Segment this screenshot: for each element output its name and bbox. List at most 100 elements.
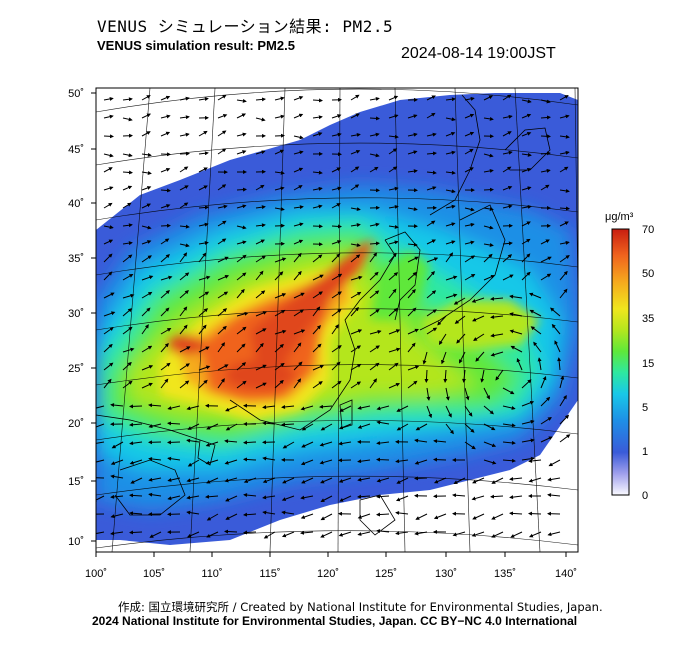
wind-arrow xyxy=(407,328,419,335)
graticule xyxy=(96,88,578,552)
wind-arrow xyxy=(559,166,569,173)
wind-arrow xyxy=(103,362,114,371)
wind-arrow xyxy=(548,459,561,467)
wind-arrow xyxy=(388,240,399,245)
wind-arrow xyxy=(480,369,485,383)
wind-arrow xyxy=(319,404,333,409)
wind-arrow xyxy=(198,275,211,281)
longitude-tick-label: 100˚ xyxy=(85,568,107,580)
map-frame xyxy=(95,87,579,553)
wind-arrow xyxy=(388,382,401,389)
wind-arrow xyxy=(357,494,371,499)
wind-arrow xyxy=(141,95,151,101)
wind-arrow xyxy=(338,531,352,537)
wind-arrow xyxy=(445,222,456,227)
longitude-tick-label: 135˚ xyxy=(494,568,516,580)
wind-arrow xyxy=(312,98,323,103)
wind-arrow xyxy=(293,342,302,353)
wind-arrow xyxy=(388,272,399,281)
wind-arrow xyxy=(559,150,570,155)
wind-arrow xyxy=(274,293,287,299)
latitude-tick-label: 20˚ xyxy=(68,418,84,430)
wind-arrow xyxy=(198,291,210,299)
latitude-tick-label: 10˚ xyxy=(68,536,84,548)
wind-arrow xyxy=(103,96,114,101)
wind-arrow xyxy=(490,315,504,320)
wind-arrow xyxy=(559,270,568,281)
wind-arrow xyxy=(110,494,124,499)
wind-arrow xyxy=(376,529,390,534)
wind-arrow xyxy=(376,441,390,446)
wind-arrow xyxy=(293,113,304,119)
longitude-tick-label: 110˚ xyxy=(201,568,222,580)
wind-arrow xyxy=(217,291,229,299)
wind-arrow xyxy=(217,130,227,137)
wind-arrow xyxy=(350,275,363,281)
wind-arrow xyxy=(312,381,323,389)
wind-arrow xyxy=(426,186,437,191)
wind-arrow xyxy=(103,153,114,158)
wind-arrow xyxy=(301,423,314,431)
wind-arrow xyxy=(274,343,284,353)
wind-arrow xyxy=(129,511,143,516)
wind-arrow xyxy=(160,378,169,389)
wind-arrow xyxy=(331,361,341,371)
wind-arrow xyxy=(293,361,303,371)
wind-arrow xyxy=(471,495,485,501)
wind-arrow xyxy=(388,252,397,263)
wind-arrow xyxy=(369,271,379,281)
wind-arrow xyxy=(441,351,447,365)
wind-arrow xyxy=(331,291,342,299)
wind-arrow xyxy=(243,512,257,517)
wind-arrow xyxy=(217,148,227,155)
wind-arrow xyxy=(331,380,342,389)
wind-arrow xyxy=(179,132,190,137)
wind-arrow xyxy=(312,306,321,317)
wind-arrow xyxy=(426,270,435,281)
wind-arrow xyxy=(255,205,266,210)
wind-arrow xyxy=(521,204,532,209)
wind-arrow xyxy=(293,205,304,210)
wind-arrow xyxy=(462,369,467,383)
wind-arrow xyxy=(160,254,170,263)
longitude-tick-label: 125˚ xyxy=(375,568,397,580)
longitude-axis: 100˚ 105˚ 110˚ 115˚ 120˚ 125˚ 130˚ 135˚ 140˚ xyxy=(85,552,577,580)
wind-arrow xyxy=(483,459,497,465)
longitude-tick-label: 130˚ xyxy=(435,568,457,580)
wind-arrow xyxy=(433,513,447,520)
wind-arrow xyxy=(320,495,333,502)
wind-arrow xyxy=(179,202,189,209)
wind-arrow xyxy=(445,97,456,102)
wind-arrow xyxy=(331,345,342,353)
wind-arrow xyxy=(445,117,456,122)
wind-arrow xyxy=(293,95,304,101)
wind-arrow xyxy=(357,459,371,464)
wind-arrow xyxy=(331,253,341,263)
wind-arrow xyxy=(320,477,333,484)
wind-arrow xyxy=(312,132,323,137)
wind-arrow xyxy=(426,151,437,156)
wind-arrow xyxy=(528,292,542,299)
wind-arrow xyxy=(236,362,247,371)
colorbar-tick-35: 35 xyxy=(642,313,655,325)
wind-arrow xyxy=(206,531,219,538)
wind-arrow xyxy=(217,325,227,335)
wind-arrow xyxy=(376,494,390,499)
wind-arrow xyxy=(122,380,133,389)
wind-arrow xyxy=(122,293,135,299)
wind-arrow xyxy=(426,405,433,419)
wind-arrow xyxy=(331,308,342,317)
wind-arrow xyxy=(396,477,409,484)
wind-arrow xyxy=(350,254,361,263)
wind-arrow xyxy=(537,357,542,371)
wind-arrow xyxy=(547,531,561,537)
wind-arrow xyxy=(557,357,562,371)
wind-arrow xyxy=(376,457,390,462)
wind-arrow xyxy=(148,492,162,497)
wind-arrow xyxy=(243,440,257,445)
wind-arrow xyxy=(129,404,143,409)
wind-arrow xyxy=(426,327,438,335)
wind-arrow xyxy=(369,345,380,353)
wind-arrow xyxy=(396,423,409,431)
wind-arrow xyxy=(122,326,133,335)
